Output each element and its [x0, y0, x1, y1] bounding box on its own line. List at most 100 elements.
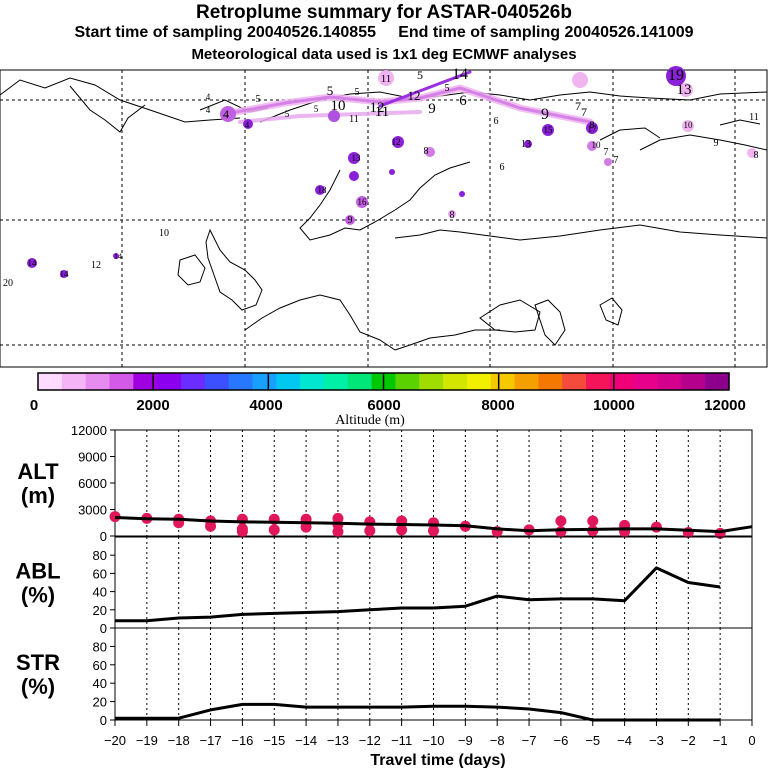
altitude-marker [109, 511, 121, 523]
map-marker [542, 124, 554, 136]
greenland-coast [0, 77, 241, 123]
met-data-line: Meteorological data used is 1x1 deg ECMW… [191, 46, 577, 63]
map-point-label: 7 [614, 155, 619, 166]
map-point-label: 10 [684, 120, 694, 130]
colorbar-swatch [300, 373, 325, 390]
series-line-str [115, 702, 721, 722]
map-marker [682, 120, 694, 132]
altitude-marker [300, 521, 312, 533]
x-tick-label: −14 [295, 733, 317, 748]
y-axis-unit: (%) [21, 674, 55, 699]
map-point-label: 4 [206, 105, 211, 115]
colorbar-swatch [252, 373, 277, 390]
x-tick-label: −11 [391, 733, 412, 748]
map-point-label: 20 [3, 278, 13, 289]
sampling-times-line: Start time of sampling 20040526.140855 E… [0, 24, 768, 42]
map-marker [586, 122, 598, 134]
map-point-label: 12 [370, 100, 385, 116]
y-tick-label: 9000 [78, 450, 107, 465]
map-marker [459, 191, 465, 197]
map-marker [113, 253, 119, 259]
black-sea [479, 299, 541, 333]
map-marker [666, 66, 686, 86]
colorbar-swatch [443, 373, 468, 390]
y-axis-unit: (m) [21, 483, 55, 508]
series-line-alt [114, 516, 753, 534]
y-tick-label: 80 [93, 548, 107, 563]
x-axis: −20 −19 −18 −17 −16 −15 −14 −13 −12 −11 −10 −9 −8 −7−… [104, 720, 756, 768]
x-tick-label: −12 [359, 733, 381, 748]
map-point-label: 6 [494, 116, 499, 127]
map-point-label: 8 [424, 146, 429, 157]
greenland-coast-south [69, 85, 146, 133]
x-tick-label: −10 [422, 733, 444, 748]
map-point-label: 14 [28, 258, 38, 268]
map-point-label: 5 [355, 87, 360, 98]
map-marker [315, 185, 325, 195]
x-tick-label: −5 [585, 733, 600, 748]
map-point-label: 9 [348, 215, 353, 226]
colorbar-swatch [633, 373, 659, 390]
altitude-marker [364, 525, 376, 537]
caspian-sea [534, 299, 566, 346]
map-point-label: 9 [428, 101, 436, 117]
colorbar-swatch [347, 373, 373, 390]
colorbar-swatch [705, 373, 730, 390]
map-point-label: 10 [592, 140, 602, 150]
x-tick-label: −9 [458, 733, 473, 748]
y-tick-label: 0 [100, 621, 107, 636]
map-point-label: 5 [256, 94, 261, 105]
map-marker [392, 136, 404, 148]
map-point-label: 12 [392, 137, 401, 147]
colorbar-axis-label: Altitude (m) [335, 413, 405, 428]
altitude-marker [428, 525, 439, 537]
map-point-label: 14 [452, 66, 468, 83]
map-marker [389, 169, 395, 175]
map-point-label: 13 [352, 153, 362, 163]
colorbar-tick-label: 10000 [593, 397, 635, 414]
aral-sea [599, 297, 623, 326]
colorbar-swatch [609, 373, 635, 390]
map-point-label: 15 [544, 125, 554, 135]
colorbar-swatch [419, 373, 444, 390]
altitude-marker [650, 521, 662, 533]
colorbar-tick-label: 0 [30, 397, 38, 414]
y-axis-label: ABL [15, 559, 60, 584]
time-series-panels: 030006000900012000ALT(m)020406080ABL(%)0… [15, 423, 755, 768]
start-label: Start time of sampling [74, 24, 243, 41]
colorbar-swatch [490, 373, 516, 390]
colorbar-swatch [38, 373, 63, 390]
altitude-marker [332, 526, 344, 538]
start-value: 20040526.140855 [246, 24, 376, 41]
british-isles [205, 228, 263, 311]
map-point-label: 11 [375, 104, 389, 120]
colorbar-swatch [133, 373, 158, 390]
y-tick-label: 40 [93, 676, 107, 691]
panel-str: 0 20 40 60 80 STR(%) [16, 627, 753, 728]
map-point-label: 11 [349, 114, 359, 125]
y-tick-label: 40 [93, 585, 107, 600]
x-tick-label: −4 [617, 733, 632, 748]
map-point-label: 13 [677, 82, 692, 98]
y-axis-label: STR [16, 650, 60, 675]
y-tick-label: 20 [93, 603, 107, 618]
map-marker [243, 119, 253, 129]
map-marker [572, 72, 588, 88]
map-point-label: 8 [590, 120, 595, 131]
x-tick-label: −2 [681, 733, 696, 748]
altitude-marker [682, 526, 694, 538]
arctic-islands [719, 119, 761, 126]
map-marker [448, 210, 456, 218]
series-line-abl [115, 566, 721, 623]
x-tick-label: −15 [263, 733, 285, 748]
map-point-label: 13 [521, 139, 531, 150]
map-point-label: 4 [206, 92, 211, 102]
y-tick-label: 60 [93, 566, 107, 581]
black-sea-north [394, 329, 500, 351]
map-point-label: 5 [445, 83, 450, 94]
map-point-label: 4 [223, 107, 229, 121]
y-axis-label: ALT [17, 459, 59, 484]
map-marker [328, 110, 340, 122]
y-tick-label: 0 [100, 529, 107, 544]
